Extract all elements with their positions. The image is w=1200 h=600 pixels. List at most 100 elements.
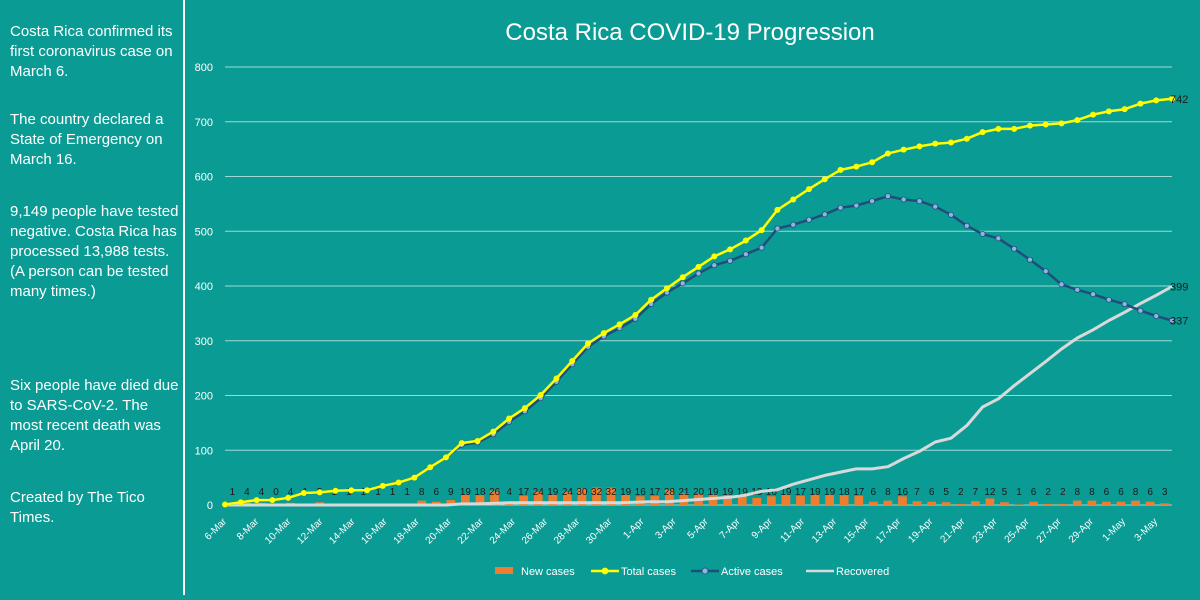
new-cases-label: 8	[419, 487, 425, 498]
total-cases-point	[884, 150, 891, 157]
new-cases-bar	[912, 501, 922, 505]
x-tick-label: 6-Mar	[203, 516, 230, 543]
new-cases-bar	[898, 496, 907, 505]
total-cases-point	[600, 330, 607, 337]
new-cases-label: 4	[288, 487, 294, 498]
y-tick-0: 0	[207, 500, 213, 512]
total-cases-point	[1105, 108, 1112, 115]
new-cases-bar	[1145, 501, 1155, 505]
active-cases-point	[711, 262, 718, 269]
legend-label-new-cases: New cases	[521, 566, 575, 578]
new-cases-label: 6	[871, 487, 877, 498]
new-cases-label: 8	[885, 487, 891, 498]
total-cases-point	[1090, 111, 1097, 118]
total-cases-point	[821, 176, 828, 183]
y-tick-500: 500	[195, 226, 213, 238]
panel-divider	[183, 0, 185, 595]
active-cases-point	[837, 204, 844, 211]
total-cases-point	[979, 129, 986, 136]
new-cases-bar	[796, 495, 805, 505]
total-cases-point	[506, 415, 513, 422]
total-cases-point	[222, 501, 229, 508]
new-cases-label: 5	[1002, 487, 1008, 498]
new-cases-bar	[1029, 501, 1038, 505]
active-cases-point	[1011, 245, 1018, 252]
legend-marker-active-cases	[701, 567, 709, 575]
note-tests: 9,149 people have tested negative. Costa…	[10, 203, 179, 300]
x-tick-label: 20-Mar	[424, 516, 455, 547]
new-cases-label: 9	[448, 487, 454, 498]
y-tick-600: 600	[195, 172, 213, 184]
new-cases-bar	[1058, 503, 1068, 505]
new-cases-label: 17	[795, 487, 807, 498]
x-tick-label: 17-Apr	[874, 516, 903, 545]
new-cases-bar	[1087, 500, 1097, 505]
total-cases-point	[1137, 100, 1144, 107]
new-cases-bar	[854, 495, 864, 505]
total-cases-point	[332, 487, 339, 494]
total-cases-point	[805, 186, 812, 193]
new-cases-label: 1	[375, 487, 381, 498]
new-cases-label: 19	[809, 487, 821, 498]
new-cases-bar	[1072, 500, 1082, 505]
active-cases-point	[869, 198, 876, 205]
x-axis-labels: 6-Mar 8-Mar 10-Mar 12-Mar 14-Mar 16-Mar 18-Mar…	[203, 516, 1160, 547]
new-cases-bar	[1000, 502, 1009, 505]
new-cases-label: 0	[273, 487, 279, 498]
new-cases-label: 8	[1133, 487, 1139, 498]
new-cases-label: 1	[390, 487, 396, 498]
total-cases-point	[774, 206, 781, 213]
new-cases-label: 3	[1162, 487, 1168, 498]
new-cases-bar	[839, 495, 849, 505]
active-cases-point	[1090, 291, 1097, 298]
total-cases-point	[758, 227, 765, 234]
new-cases-bar	[563, 491, 572, 505]
new-cases-bar	[446, 500, 456, 505]
x-tick-label: 1-May	[1101, 516, 1128, 543]
new-cases-bar	[970, 501, 980, 505]
new-cases-bar	[781, 494, 791, 505]
total-cases-point	[1058, 120, 1065, 127]
new-cases-label: 24	[562, 487, 574, 498]
new-cases-label: 5	[943, 487, 949, 498]
new-cases-bar	[417, 500, 427, 505]
new-cases-bar	[1014, 504, 1024, 505]
x-tick-label: 3-May	[1133, 516, 1160, 543]
active-cases-point	[790, 221, 797, 228]
total-cases-point	[632, 312, 639, 319]
total-cases-point	[1011, 125, 1018, 132]
new-cases-label: 12	[984, 487, 996, 498]
new-cases-bar	[1102, 501, 1111, 505]
active-cases-point	[727, 257, 734, 264]
note-deaths: Six people have died due to SARS-CoV-2. …	[10, 377, 179, 454]
total-cases-point	[948, 139, 955, 146]
total-cases-point	[995, 125, 1002, 132]
new-cases-label: 16	[766, 487, 778, 498]
new-cases-bar	[723, 494, 733, 505]
active-cases-point	[821, 211, 828, 218]
new-cases-label: 6	[1031, 487, 1037, 498]
active-cases-point	[963, 222, 970, 229]
new-cases-label: 6	[1147, 487, 1153, 498]
new-cases-bar	[1116, 501, 1126, 505]
new-cases-bar	[1160, 503, 1170, 505]
active-cases-point	[1026, 256, 1033, 263]
total-cases-point	[458, 440, 465, 447]
total-cases-point	[616, 321, 623, 328]
total-cases-point	[963, 135, 970, 142]
total-cases-point	[569, 358, 576, 365]
new-cases-bar	[592, 487, 601, 505]
x-tick-label: 24-Mar	[488, 516, 519, 547]
y-tick-700: 700	[195, 117, 213, 129]
series-lines	[222, 95, 1176, 508]
note-first-case: Costa Rica confirmed its first coronavir…	[10, 23, 173, 80]
new-cases-bar	[752, 497, 762, 505]
new-cases-label: 1	[1016, 487, 1022, 498]
total-cases-point	[553, 375, 560, 382]
new-cases-label: 2	[1045, 487, 1051, 498]
active-cases-point	[1042, 268, 1049, 275]
total-cases-point	[442, 454, 449, 461]
x-tick-label: 14-Mar	[327, 516, 358, 547]
new-cases-label: 32	[591, 487, 603, 498]
new-cases-label: 4	[244, 487, 250, 498]
